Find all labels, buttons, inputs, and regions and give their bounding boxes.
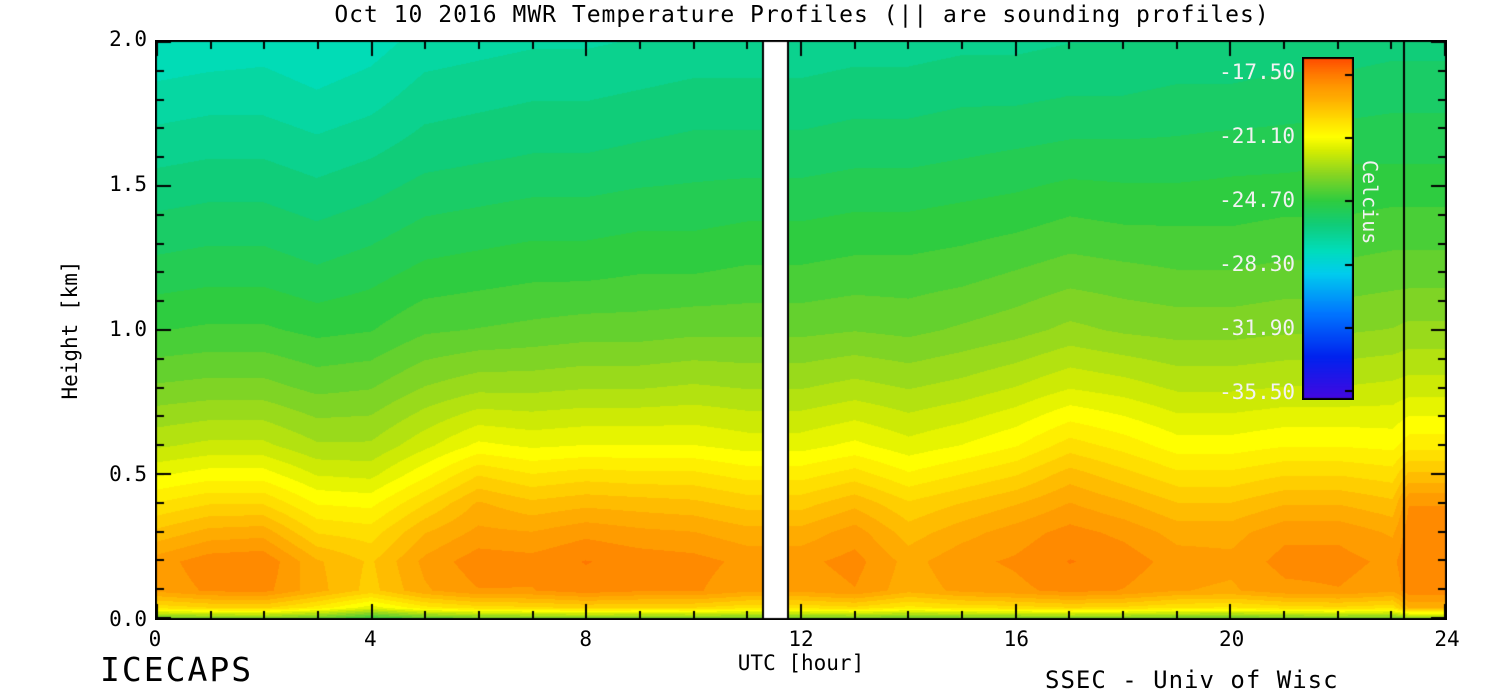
x-tick-label: 24: [1434, 627, 1460, 651]
colorbar-tick-label: -28.30: [1219, 251, 1295, 276]
credit-label: SSEC - Univ of Wisc: [1045, 666, 1339, 694]
x-tick-label: 12: [788, 627, 814, 651]
colorbar-tick-label: -35.50: [1219, 379, 1295, 404]
y-tick-label: 1.0: [109, 317, 147, 341]
colorbar-units-label: Celcius: [1358, 160, 1382, 245]
y-tick-label: 2.0: [109, 27, 147, 51]
heatmap-canvas: [155, 40, 1447, 620]
colorbar-tick-label: -31.90: [1219, 315, 1295, 340]
x-tick-label: 8: [579, 627, 592, 651]
y-axis-label: Height [km]: [58, 260, 82, 400]
x-tick-label: 16: [1003, 627, 1029, 651]
x-axis-label: UTC [hour]: [737, 651, 865, 675]
x-tick-label: 0: [148, 627, 162, 651]
y-tick-label: 0.0: [109, 607, 147, 631]
project-label: ICECAPS: [100, 650, 254, 689]
y-tick-label: 1.5: [109, 172, 147, 196]
x-tick-label: 4: [364, 627, 377, 651]
chart-title: Oct 10 2016 MWR Temperature Profiles (||…: [334, 2, 1270, 28]
colorbar-tick-label: -21.10: [1219, 123, 1295, 148]
x-tick-label: 20: [1219, 627, 1245, 651]
y-tick-label: 0.5: [109, 462, 147, 486]
colorbar-canvas: [1302, 57, 1354, 400]
colorbar-tick-label: -24.70: [1219, 187, 1295, 212]
colorbar-tick-label: -17.50: [1219, 59, 1295, 84]
